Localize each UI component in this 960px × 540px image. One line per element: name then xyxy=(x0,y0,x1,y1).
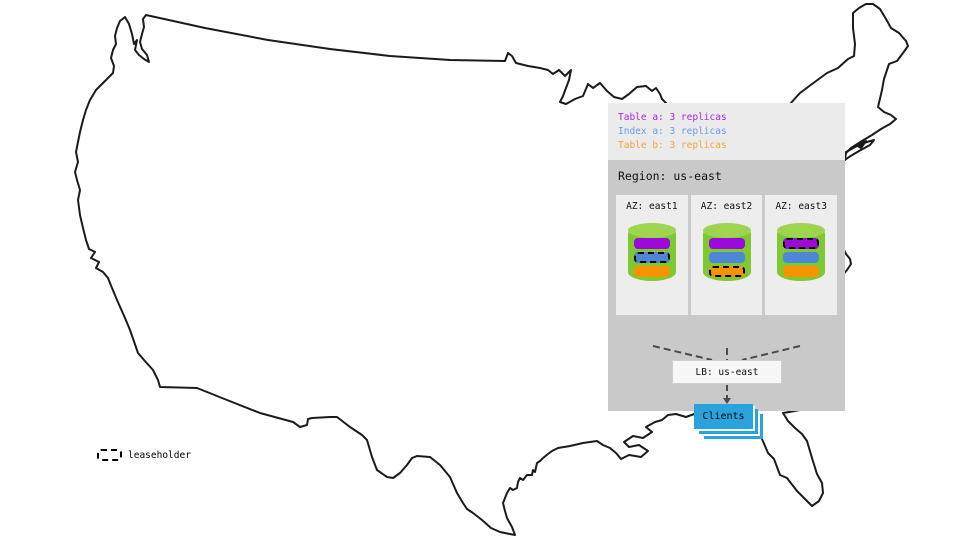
replica-index-a xyxy=(633,252,670,263)
region-us-east: Region: us-east AZ: east1 AZ: east2 xyxy=(608,160,845,429)
database-cylinder-east3 xyxy=(777,223,826,281)
load-balancer-label: LB: us-east xyxy=(695,366,759,378)
replica-bars-east2 xyxy=(708,238,745,277)
legend-index-a: Index a: 3 replicas xyxy=(618,126,727,137)
database-cylinder-east2 xyxy=(702,223,751,281)
topology-panel: Table a: 3 replicas Index a: 3 replicas … xyxy=(608,103,845,429)
az-east1: AZ: east1 xyxy=(616,195,688,315)
replica-table-a xyxy=(783,238,820,249)
long-island-arrow xyxy=(855,140,867,149)
replica-table-b xyxy=(633,266,670,277)
replica-bars-east3 xyxy=(783,238,820,277)
us-mainland-outline xyxy=(74,3,909,536)
leaseholder-legend: leaseholder xyxy=(97,449,191,461)
legend-table-a: Table a: 3 replicas xyxy=(618,112,727,123)
az-east1-label: AZ: east1 xyxy=(626,201,678,212)
az-east2: AZ: east2 xyxy=(690,195,763,315)
database-cylinder-east1 xyxy=(627,223,676,281)
clients-label: Clients xyxy=(702,411,745,422)
az-east3-label: AZ: east3 xyxy=(775,201,827,212)
replica-table-a xyxy=(708,238,745,249)
replica-bars-east1 xyxy=(633,238,670,277)
connector-east1-lb xyxy=(652,345,713,361)
az-east2-label: AZ: east2 xyxy=(700,201,753,212)
replica-table-b xyxy=(708,266,745,277)
replica-index-a xyxy=(783,252,820,263)
leaseholder-swatch xyxy=(97,449,122,461)
connector-east3-lb xyxy=(741,345,801,361)
replica-index-a xyxy=(708,252,745,263)
legend-table-b: Table b: 3 replicas xyxy=(618,140,727,151)
az-row: AZ: east1 AZ: east2 xyxy=(616,195,838,315)
replica-table-b xyxy=(783,266,820,277)
leaseholder-label: leaseholder xyxy=(128,449,191,461)
region-title: Region: us-east xyxy=(618,169,722,183)
az-east3: AZ: east3 xyxy=(765,195,838,315)
replica-legend: Table a: 3 replicas Index a: 3 replicas … xyxy=(608,103,845,160)
load-balancer-box: LB: us-east xyxy=(672,360,782,384)
clients-box: Clients xyxy=(694,404,753,429)
replica-table-a xyxy=(633,238,670,249)
